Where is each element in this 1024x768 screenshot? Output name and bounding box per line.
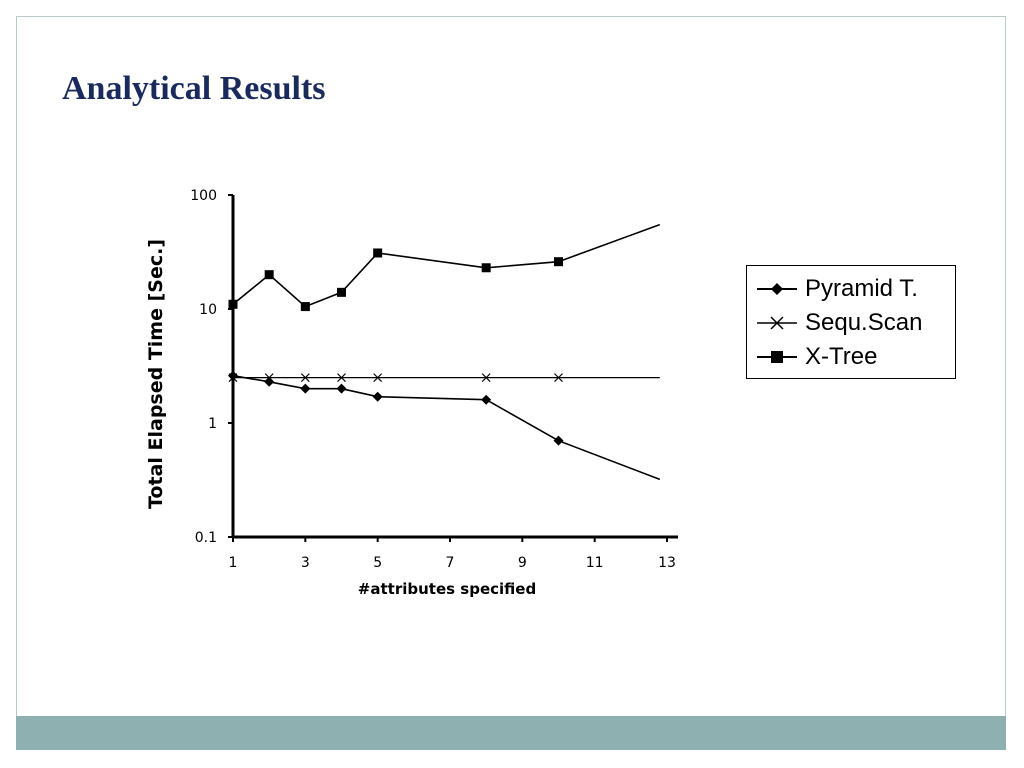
- data-point-diamond: [228, 370, 238, 381]
- y-tick-label: 10: [199, 302, 217, 318]
- legend-swatch-x: [757, 316, 797, 330]
- legend-label: Pyramid T.: [805, 275, 918, 302]
- data-point-square: [337, 287, 346, 297]
- slide-title: Analytical Results: [62, 70, 326, 107]
- y-tick-label: 1: [208, 416, 217, 432]
- data-point-square: [373, 248, 383, 258]
- series-line: [232, 374, 661, 481]
- y-tick-label: 100: [190, 188, 217, 204]
- legend-swatch-diamond: [757, 283, 797, 295]
- series-line: [232, 223, 661, 308]
- x-tick-label: 1: [229, 555, 238, 571]
- data-point-x: [264, 373, 274, 383]
- data-point-square: [300, 302, 310, 312]
- data-point-x: [228, 373, 238, 383]
- data-point-x-stroke: [481, 373, 491, 383]
- x-tick-label: 5: [373, 555, 382, 571]
- data-point-x: [481, 373, 491, 383]
- legend-label: X-Tree: [805, 343, 878, 370]
- legend-label: Sequ.Scan: [805, 309, 923, 336]
- chart-series: [228, 223, 661, 481]
- x-tick-label: 7: [446, 555, 455, 571]
- data-point-square: [554, 257, 563, 267]
- data-point-x: [300, 373, 310, 383]
- data-point-diamond: [336, 383, 347, 394]
- footer-band: [16, 716, 1006, 750]
- data-point-x: [337, 373, 346, 383]
- x-tick-label: 11: [586, 555, 604, 571]
- data-point-square: [228, 299, 238, 309]
- x-tick-label: 3: [301, 555, 310, 571]
- data-point-x: [554, 373, 563, 383]
- legend-item-pyramid: Pyramid T.: [755, 272, 955, 306]
- x-axis-label: #attributes specified: [358, 580, 536, 598]
- data-point-diamond: [300, 383, 311, 394]
- chart-legend: Pyramid T. Sequ.Scan X-Tree: [746, 265, 956, 379]
- data-point-diamond: [553, 435, 564, 446]
- data-point-diamond: [264, 376, 275, 387]
- y-axis-label: Total Elapsed Time [Sec.]: [145, 239, 167, 509]
- slide-frame: [16, 16, 1006, 750]
- series-sequ-scan: [228, 373, 660, 383]
- data-point-diamond: [372, 391, 383, 402]
- series-x-tree: [228, 223, 661, 312]
- legend-swatch-square: [757, 351, 797, 363]
- x-tick-label: 13: [658, 555, 676, 571]
- legend-item-x-tree: X-Tree: [755, 340, 955, 374]
- y-tick-label: 0.1: [195, 530, 217, 546]
- data-point-x-stroke: [373, 373, 383, 383]
- series-pyramid-t: [228, 370, 661, 481]
- data-point-x-stroke: [300, 373, 310, 383]
- data-point-x-stroke: [337, 373, 346, 383]
- data-point-x: [373, 373, 383, 383]
- chart-axes: [231, 195, 678, 539]
- data-point-square: [264, 270, 274, 280]
- data-point-square: [481, 263, 491, 273]
- data-point-x-stroke: [228, 373, 238, 383]
- data-point-x-stroke: [264, 373, 274, 383]
- data-point-x-stroke: [554, 373, 563, 383]
- data-point-diamond: [481, 394, 492, 405]
- legend-item-sequ-scan: Sequ.Scan: [755, 306, 955, 340]
- x-tick-label: 9: [518, 555, 527, 571]
